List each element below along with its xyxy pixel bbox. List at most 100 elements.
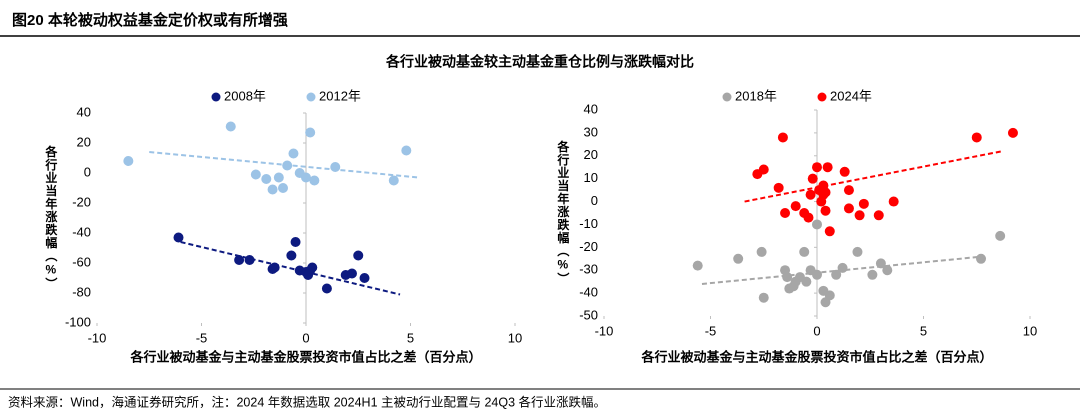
- y-tick-label: 0: [84, 164, 91, 179]
- y-axis-label: 各行业当年涨跌幅（%）: [556, 139, 570, 285]
- point: [692, 260, 703, 271]
- x-axis-label: 各行业被动基金与主动基金股票投资市值占比之差（百分点）: [129, 349, 481, 364]
- point: [803, 212, 814, 223]
- point: [805, 189, 816, 200]
- x-tick-label: 0: [302, 330, 309, 345]
- x-tick-label: 5: [920, 323, 927, 338]
- x-tick-label: 10: [1023, 323, 1037, 338]
- point: [758, 164, 769, 175]
- point: [756, 246, 767, 257]
- y-tick-label: -40: [579, 285, 598, 300]
- point: [733, 253, 744, 264]
- point: [820, 205, 831, 216]
- point: [321, 283, 332, 294]
- point: [261, 174, 272, 184]
- point: [278, 183, 289, 193]
- legend-label: 2012年: [319, 88, 361, 103]
- point: [976, 253, 987, 264]
- point: [273, 172, 284, 183]
- point: [843, 185, 854, 196]
- point: [822, 162, 833, 173]
- point: [852, 246, 863, 257]
- y-tick-label: -50: [579, 307, 598, 322]
- point: [888, 196, 899, 207]
- legend-marker: [211, 92, 221, 102]
- point: [873, 210, 884, 221]
- x-tick-label: -5: [705, 323, 717, 338]
- y-tick-label: -30: [579, 262, 598, 277]
- point: [123, 156, 134, 166]
- legend-marker: [306, 92, 316, 102]
- y-tick-label: -80: [72, 284, 91, 299]
- point: [388, 175, 399, 186]
- point: [353, 250, 364, 261]
- x-tick-label: -5: [196, 330, 208, 345]
- source-note: 资料来源：Wind，海通证券研究所，注：2024 年数据选取 2024H1 主被…: [8, 394, 606, 409]
- y-tick-label: -40: [72, 224, 91, 239]
- x-tick-label: 10: [508, 330, 522, 345]
- chart-title: 各行业被动基金较主动基金重仓比例与涨跌幅对比: [385, 54, 694, 70]
- point: [773, 182, 784, 193]
- point: [812, 162, 822, 173]
- trendline: [744, 150, 1003, 203]
- point: [995, 230, 1006, 241]
- point: [812, 269, 822, 280]
- x-tick-label: -10: [88, 330, 107, 345]
- point: [777, 132, 788, 143]
- y-tick-label: 40: [584, 101, 598, 116]
- y-tick-label: -20: [72, 194, 91, 209]
- point: [309, 175, 320, 186]
- point: [301, 172, 311, 183]
- point: [346, 268, 357, 279]
- x-tick-label: 5: [407, 330, 414, 345]
- y-axis-label: 各行业当年涨跌幅（%）: [44, 144, 58, 290]
- point: [854, 210, 865, 221]
- point: [1007, 127, 1018, 138]
- y-tick-label: -60: [72, 254, 91, 269]
- point: [831, 269, 842, 280]
- point: [288, 148, 299, 159]
- point: [250, 169, 261, 180]
- point: [234, 255, 245, 265]
- point: [867, 269, 878, 280]
- legend-label: 2024年: [830, 88, 872, 103]
- point: [290, 237, 301, 247]
- point: [782, 272, 793, 283]
- point: [799, 246, 810, 257]
- legend-marker: [817, 92, 827, 102]
- legend-label: 2018年: [735, 88, 777, 103]
- point: [225, 121, 236, 132]
- x-tick-label: 0: [813, 323, 820, 338]
- y-tick-label: -20: [579, 239, 598, 254]
- point: [882, 265, 893, 276]
- trendline: [701, 255, 984, 285]
- trendline: [180, 241, 401, 296]
- y-tick-label: 20: [584, 147, 598, 162]
- point: [401, 145, 412, 156]
- figure-header: 图20 本轮被动权益基金定价权或有所增强: [12, 11, 288, 29]
- point: [971, 132, 982, 143]
- y-tick-label: 0: [591, 193, 598, 208]
- point: [286, 250, 297, 261]
- point: [267, 184, 278, 195]
- y-tick-label: 40: [77, 104, 91, 119]
- point: [824, 290, 835, 301]
- point: [758, 292, 769, 303]
- point: [305, 127, 316, 138]
- point: [780, 208, 791, 218]
- point: [858, 198, 869, 209]
- point: [843, 203, 854, 214]
- trendline: [149, 151, 419, 179]
- legend-marker: [722, 92, 732, 102]
- point: [359, 273, 370, 283]
- legend-label: 2008年: [224, 88, 266, 103]
- point: [807, 173, 818, 184]
- y-tick-label: -100: [65, 314, 91, 329]
- y-tick-label: -10: [579, 216, 598, 231]
- point: [839, 166, 850, 177]
- point: [790, 201, 801, 212]
- y-tick-label: 20: [77, 134, 91, 149]
- y-tick-label: 10: [584, 170, 598, 185]
